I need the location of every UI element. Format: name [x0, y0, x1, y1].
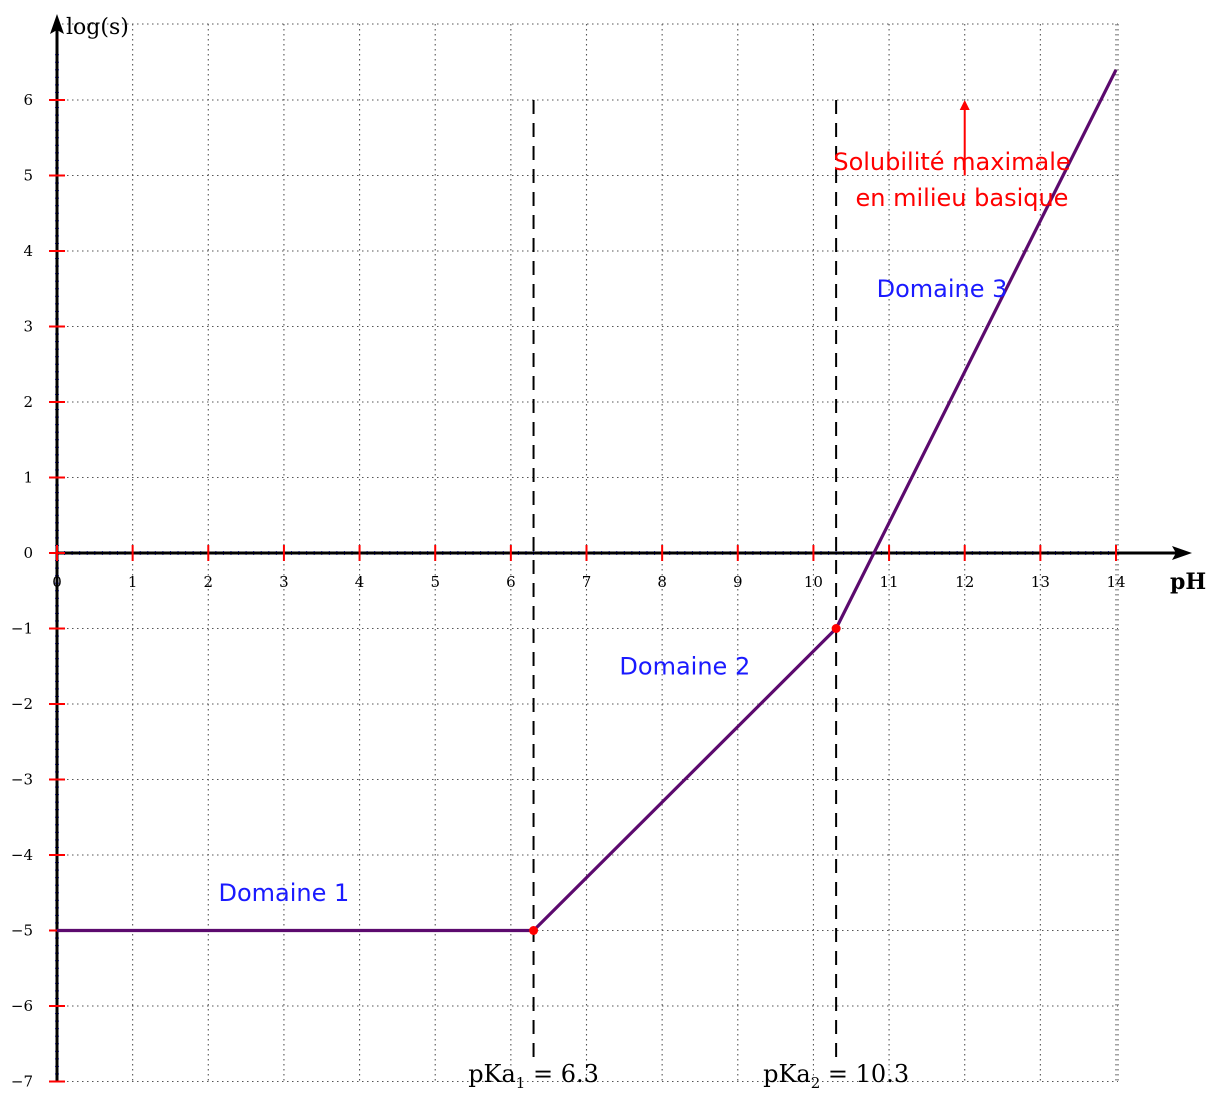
y-tick-label: 0: [23, 544, 33, 562]
y-tick-label: 1: [23, 469, 33, 487]
chart-texts: log(s) pH pKa1 = 6.3 pKa2 = 10.3 Domaine 1 Do…: [66, 15, 1206, 1092]
x-tick-label: 0: [52, 573, 62, 591]
y-tick-label: 2: [23, 393, 33, 411]
x-tick-label: 11: [880, 573, 899, 591]
x-tick-label: 3: [279, 573, 289, 591]
x-tick-label: 4: [355, 573, 365, 591]
key-point: [831, 624, 841, 633]
x-tick-label: 2: [204, 573, 214, 591]
y-tick-label: −2: [11, 695, 33, 713]
y-axis-arrow-icon: [50, 14, 64, 34]
pka-label: pKa1 = 6.3: [468, 1060, 599, 1092]
x-tick-label: 14: [1106, 573, 1125, 591]
series-line: [57, 69, 1118, 933]
annotation-line-1: Solubilité maximale: [833, 148, 1070, 176]
x-tick-label: 10: [804, 573, 823, 591]
y-tick-label: −1: [11, 620, 33, 638]
y-tick-label: −4: [11, 846, 33, 864]
pka-guide-lines: [532, 100, 838, 1060]
x-tick-label: 6: [506, 573, 516, 591]
pka-label: pKa2 = 10.3: [763, 1060, 909, 1092]
x-tick-label: 13: [1031, 573, 1050, 591]
y-axis-label: log(s): [66, 15, 129, 40]
x-tick-label: 5: [430, 573, 440, 591]
y-tick-label: 4: [23, 242, 33, 260]
y-tick-label: −7: [11, 1073, 33, 1091]
x-axis-arrow-icon: [1172, 546, 1192, 560]
annotation-line-2: en milieu basique: [856, 184, 1069, 212]
x-tick-label: 12: [955, 573, 974, 591]
y-tick-label: 5: [23, 167, 33, 185]
y-tick-label: −5: [11, 922, 33, 940]
y-tick-label: −3: [11, 771, 33, 789]
x-tick-label: 8: [657, 573, 667, 591]
y-tick-label: 3: [23, 318, 33, 336]
x-tick-label: 9: [733, 573, 743, 591]
x-axis-label: pH: [1170, 569, 1206, 595]
grid: [56, 23, 1119, 1083]
x-tick-label: 7: [582, 573, 592, 591]
y-tick-label: 6: [23, 91, 33, 109]
key-point: [529, 926, 539, 935]
series-layer: [57, 69, 1118, 935]
annotation-arrow-icon: [959, 100, 970, 110]
axis-ticks: 0 1 2 3 4 5 6 7 8 9 10 11 12 13 14−7−6−5−4−3−2−1012345…: [11, 91, 1126, 1091]
domain-label: Domaine 2: [619, 652, 750, 680]
domain-label: Domaine 3: [877, 275, 1008, 303]
domain-label: Domaine 1: [219, 879, 350, 907]
x-tick-label: 1: [128, 573, 138, 591]
y-tick-label: −6: [11, 997, 33, 1015]
